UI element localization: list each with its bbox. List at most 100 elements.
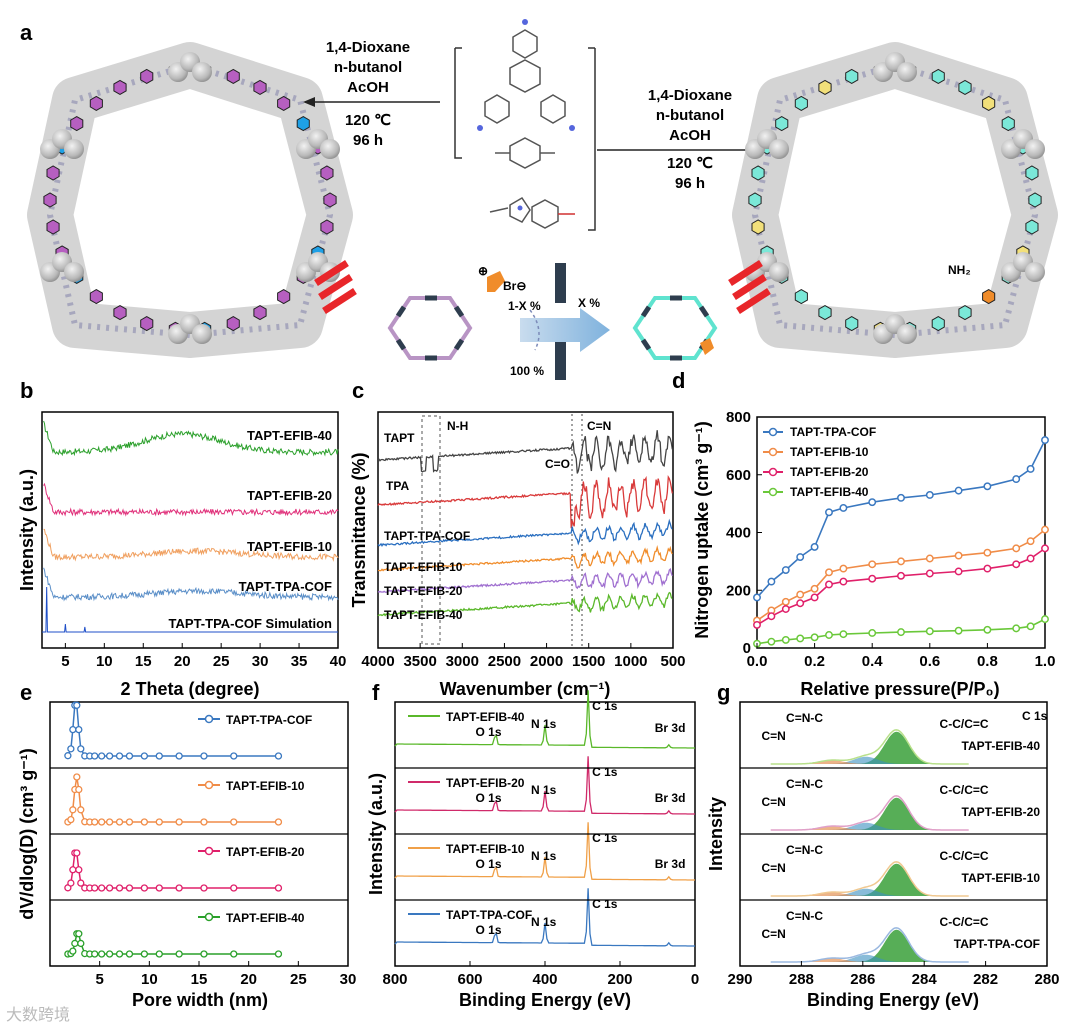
isotherm-point <box>796 553 805 561</box>
benzene-ring <box>140 316 154 332</box>
svg-text:120 ℃: 120 ℃ <box>345 112 391 129</box>
psd-point <box>73 849 81 857</box>
schematic-hexagon-right <box>632 295 718 361</box>
panel-d: d 0.0 0.2 0.4 0.6 0.8 1.0 0 200 400 600 800 TAPT-T… <box>672 368 1055 699</box>
c1s-component-1 <box>770 756 971 764</box>
c1s-component-2 <box>770 760 971 764</box>
psd-point <box>77 879 85 887</box>
isotherm-point <box>897 628 905 637</box>
xtick-label-d: 0.8 <box>977 653 998 670</box>
psd-point <box>175 752 183 760</box>
ylabel-g: Intensity <box>706 797 726 871</box>
psd-point <box>91 950 99 958</box>
legend-label-f: TAPT-TPA-COF <box>446 908 532 922</box>
peak-label-cnc: C=N-C <box>786 777 823 791</box>
isotherm-point <box>954 551 963 560</box>
xtick-label-e: 20 <box>240 971 257 988</box>
ftir-line-tapt-efib-10 <box>377 544 673 572</box>
watermark: 大数跨境 <box>6 1005 70 1024</box>
legend-marker-d <box>768 487 778 497</box>
psd-point <box>175 818 183 826</box>
xrd-line-tapt-efib-40 <box>43 420 339 457</box>
psd-point <box>125 752 134 760</box>
isotherm-point <box>781 635 790 644</box>
isotherm-point <box>825 631 833 639</box>
isotherm-point <box>825 508 833 517</box>
psd-point <box>200 818 208 826</box>
svg-text:Br⊖: Br⊖ <box>503 279 526 293</box>
peak-label-cnc: C=N-C <box>786 843 823 857</box>
legend-label-d: TAPT-TPA-COF <box>790 425 876 439</box>
peak-label-cc: C-C/C=C <box>940 783 989 797</box>
c1s-envelope <box>770 927 969 963</box>
benzene-ring <box>323 192 337 208</box>
psd-point <box>115 884 124 892</box>
isotherm-point <box>796 590 805 599</box>
psd-point <box>98 818 106 826</box>
sample-label-g: TAPT-EFIB-20 <box>962 805 1041 819</box>
atom-sphere <box>64 139 84 159</box>
monomers <box>454 19 596 231</box>
benzene-ring <box>46 165 60 181</box>
peak-label-c1s: C 1s <box>592 699 618 713</box>
isotherm-point <box>983 625 992 634</box>
xrd-line-tapt-tpa-cof <box>43 567 339 602</box>
annot-nh: N-H <box>447 419 468 433</box>
equivalence-mark-left <box>314 260 357 314</box>
isotherm-point <box>810 584 819 593</box>
legend-c-5: TAPT-EFIB-20 <box>384 584 463 598</box>
isotherm-point <box>954 567 963 576</box>
legend-marker-d <box>768 447 778 457</box>
ratio-right-label: X % <box>578 296 600 310</box>
atom-sphere <box>769 139 789 159</box>
isotherm-point <box>767 577 776 586</box>
isotherm-point <box>1026 537 1035 546</box>
xlabel-g: Binding Energy (eV) <box>807 990 979 1010</box>
benzene-ring <box>1028 192 1042 208</box>
isotherm-point <box>1012 624 1021 633</box>
legend-label-e: TAPT-EFIB-10 <box>226 779 305 793</box>
benzene-ring <box>845 316 859 332</box>
isotherm-point <box>868 498 877 507</box>
psd-point <box>69 806 77 814</box>
benzene-ring <box>1025 219 1039 235</box>
benzene-ring <box>794 95 808 111</box>
isotherm-point <box>983 482 992 491</box>
xrd-line-tapt-tpa-cof-simulation <box>42 586 338 633</box>
benzene-ring <box>70 116 84 132</box>
psd-point <box>115 950 124 958</box>
isotherm-point <box>868 560 877 569</box>
ftir-line-tpa <box>377 475 673 529</box>
benzene-ring <box>320 165 334 181</box>
xtick-label-f: 400 <box>532 971 557 988</box>
xtick-label-g: 288 <box>789 971 814 988</box>
psd-line <box>67 932 279 955</box>
psd-point <box>125 818 134 826</box>
xtick-label-g: 282 <box>973 971 998 988</box>
benzene-ring <box>748 192 762 208</box>
ftir-line-tapt-tpa-cof <box>377 518 673 547</box>
benzene-ring <box>982 95 996 111</box>
psd-point <box>69 947 77 955</box>
benzene-ring <box>89 289 103 305</box>
xtick-label-e: 30 <box>340 971 357 988</box>
benzene-ring <box>818 305 832 321</box>
xtick-label-c: 500 <box>660 653 685 670</box>
xrd-line-tapt-efib-10 <box>43 528 339 562</box>
isotherm-point <box>781 597 790 606</box>
xtick-label-b: 5 <box>61 653 69 670</box>
xtick-label-g: 280 <box>1034 971 1059 988</box>
svg-text:1,4-Dioxane: 1,4-Dioxane <box>326 39 410 56</box>
benzene-ring <box>982 289 996 305</box>
legend-c-6: TAPT-EFIB-40 <box>384 608 463 622</box>
tapt-monomer <box>477 19 575 131</box>
peak-label-o1s: O 1s <box>476 725 502 739</box>
psd-point <box>75 725 83 734</box>
legend-c-4: TAPT-EFIB-10 <box>384 560 463 574</box>
panel-label-g: g <box>717 680 730 705</box>
benzene-ring <box>113 305 127 321</box>
panel-label-b: b <box>20 378 33 403</box>
peak-label-br3d: Br 3d <box>655 791 686 805</box>
xps-survey-line <box>394 690 695 749</box>
